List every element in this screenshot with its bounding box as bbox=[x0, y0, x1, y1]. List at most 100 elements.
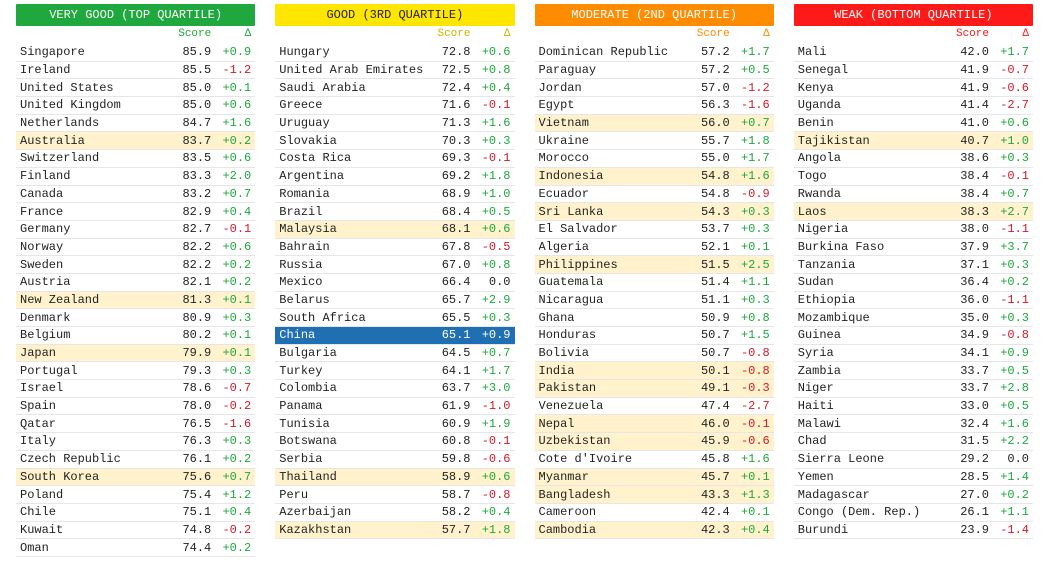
table-row: Oman74.4+0.2 bbox=[16, 539, 255, 557]
country-cell: Bangladesh bbox=[539, 488, 686, 502]
country-cell: United Arab Emirates bbox=[279, 63, 426, 77]
table-row: Paraguay57.2+0.5 bbox=[535, 62, 774, 80]
country-cell: Greece bbox=[279, 98, 426, 112]
delta-cell: +1.6 bbox=[730, 169, 770, 183]
country-cell: Mexico bbox=[279, 275, 426, 289]
score-cell: 85.0 bbox=[167, 81, 211, 95]
delta-cell: +1.6 bbox=[211, 116, 251, 130]
table-row: Serbia59.8-0.6 bbox=[275, 451, 514, 469]
score-cell: 38.4 bbox=[945, 187, 989, 201]
country-cell: Thailand bbox=[279, 470, 426, 484]
score-cell: 82.2 bbox=[167, 258, 211, 272]
table-row: Colombia63.7+3.0 bbox=[275, 380, 514, 398]
country-cell: Tunisia bbox=[279, 417, 426, 431]
country-cell: Myanmar bbox=[539, 470, 686, 484]
country-cell: Chile bbox=[20, 505, 167, 519]
delta-cell: -1.1 bbox=[989, 293, 1029, 307]
delta-cell: -1.2 bbox=[730, 81, 770, 95]
table-row: Haiti33.0+0.5 bbox=[794, 398, 1033, 416]
country-cell: Mali bbox=[798, 45, 945, 59]
score-cell: 50.1 bbox=[686, 364, 730, 378]
score-cell: 51.5 bbox=[686, 258, 730, 272]
delta-cell: +1.7 bbox=[471, 364, 511, 378]
country-cell: Vietnam bbox=[539, 116, 686, 130]
table-row: Poland75.4+1.2 bbox=[16, 486, 255, 504]
score-cell: 47.4 bbox=[686, 399, 730, 413]
score-cell: 82.1 bbox=[167, 275, 211, 289]
score-cell: 41.9 bbox=[945, 81, 989, 95]
country-cell: Tanzania bbox=[798, 258, 945, 272]
country-cell: Oman bbox=[20, 541, 167, 555]
delta-cell: +1.6 bbox=[989, 417, 1029, 431]
table-row: Kenya41.9-0.6 bbox=[794, 79, 1033, 97]
table-row: Burundi23.9-1.4 bbox=[794, 522, 1033, 540]
country-cell: Niger bbox=[798, 381, 945, 395]
country-cell: Uzbekistan bbox=[539, 434, 686, 448]
delta-cell: +3.0 bbox=[471, 381, 511, 395]
country-cell: Guinea bbox=[798, 328, 945, 342]
table-row: Honduras50.7+1.5 bbox=[535, 327, 774, 345]
delta-cell: +0.6 bbox=[471, 45, 511, 59]
country-cell: Portugal bbox=[20, 364, 167, 378]
delta-cell: +0.7 bbox=[211, 470, 251, 484]
score-cell: 41.0 bbox=[945, 116, 989, 130]
country-cell: Turkey bbox=[279, 364, 426, 378]
score-label: Score bbox=[686, 28, 730, 40]
country-cell: Sierra Leone bbox=[798, 452, 945, 466]
country-cell: Belgium bbox=[20, 328, 167, 342]
delta-cell: -2.7 bbox=[989, 98, 1029, 112]
country-cell: Haiti bbox=[798, 399, 945, 413]
score-cell: 29.2 bbox=[945, 452, 989, 466]
delta-cell: +2.2 bbox=[989, 434, 1029, 448]
score-cell: 51.1 bbox=[686, 293, 730, 307]
table-row: Pakistan49.1-0.3 bbox=[535, 380, 774, 398]
table-row: Tanzania37.1+0.3 bbox=[794, 256, 1033, 274]
delta-cell: -1.2 bbox=[211, 63, 251, 77]
table-row: Sudan36.4+0.2 bbox=[794, 274, 1033, 292]
delta-label: Δ bbox=[989, 28, 1029, 40]
country-cell: Ethiopia bbox=[798, 293, 945, 307]
delta-cell: +0.2 bbox=[211, 275, 251, 289]
score-cell: 69.2 bbox=[427, 169, 471, 183]
score-cell: 76.1 bbox=[167, 452, 211, 466]
column-header: WEAK (BOTTOM QUARTILE) bbox=[794, 4, 1033, 26]
delta-cell: -1.0 bbox=[471, 399, 511, 413]
country-cell: Canada bbox=[20, 187, 167, 201]
table-row: Malaysia68.1+0.6 bbox=[275, 221, 514, 239]
country-cell: Paraguay bbox=[539, 63, 686, 77]
delta-cell: +0.1 bbox=[211, 293, 251, 307]
score-cell: 36.0 bbox=[945, 293, 989, 307]
delta-cell: +1.0 bbox=[989, 134, 1029, 148]
delta-cell: +2.7 bbox=[989, 205, 1029, 219]
delta-cell: +0.1 bbox=[211, 81, 251, 95]
delta-cell: +0.3 bbox=[989, 151, 1029, 165]
delta-cell: +0.5 bbox=[989, 364, 1029, 378]
score-cell: 58.7 bbox=[427, 488, 471, 502]
delta-cell: +1.8 bbox=[730, 134, 770, 148]
score-cell: 56.3 bbox=[686, 98, 730, 112]
score-cell: 26.1 bbox=[945, 505, 989, 519]
country-cell: Benin bbox=[798, 116, 945, 130]
score-cell: 50.7 bbox=[686, 328, 730, 342]
delta-cell: +0.4 bbox=[471, 81, 511, 95]
table-row: Mozambique35.0+0.3 bbox=[794, 309, 1033, 327]
table-row: Italy76.3+0.3 bbox=[16, 433, 255, 451]
country-cell: Germany bbox=[20, 222, 167, 236]
table-row: Congo (Dem. Rep.)26.1+1.1 bbox=[794, 504, 1033, 522]
column-header: MODERATE (2ND QUARTILE) bbox=[535, 4, 774, 26]
delta-cell: +1.7 bbox=[730, 45, 770, 59]
delta-cell: -0.1 bbox=[730, 417, 770, 431]
country-cell: Ecuador bbox=[539, 187, 686, 201]
delta-cell: +0.6 bbox=[471, 222, 511, 236]
table-row: Malawi32.4+1.6 bbox=[794, 415, 1033, 433]
score-cell: 42.3 bbox=[686, 523, 730, 537]
country-cell: Malawi bbox=[798, 417, 945, 431]
score-cell: 55.0 bbox=[686, 151, 730, 165]
column-header: GOOD (3RD QUARTILE) bbox=[275, 4, 514, 26]
table-row: Israel78.6-0.7 bbox=[16, 380, 255, 398]
score-cell: 65.7 bbox=[427, 293, 471, 307]
column-header: VERY GOOD (TOP QUARTILE) bbox=[16, 4, 255, 26]
delta-cell: -2.7 bbox=[730, 399, 770, 413]
delta-cell: +2.8 bbox=[989, 381, 1029, 395]
table-row: Zambia33.7+0.5 bbox=[794, 362, 1033, 380]
